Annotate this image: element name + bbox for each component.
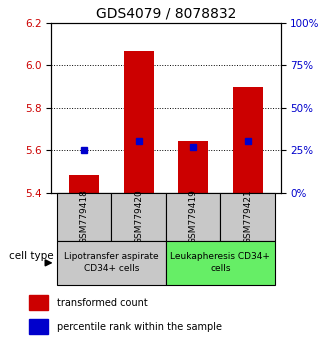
Text: GSM779421: GSM779421 — [243, 189, 252, 244]
Bar — [29, 319, 48, 333]
Bar — [69, 175, 99, 193]
Text: cell type: cell type — [9, 251, 54, 261]
Bar — [57, 241, 166, 285]
Bar — [220, 193, 275, 241]
Bar — [166, 241, 275, 285]
Text: Leukapheresis CD34+
cells: Leukapheresis CD34+ cells — [171, 252, 270, 273]
Bar — [178, 141, 208, 193]
Bar — [111, 193, 166, 241]
Text: transformed count: transformed count — [57, 298, 148, 308]
Title: GDS4079 / 8078832: GDS4079 / 8078832 — [96, 6, 236, 21]
Text: Lipotransfer aspirate
CD34+ cells: Lipotransfer aspirate CD34+ cells — [64, 252, 158, 273]
Text: GSM779420: GSM779420 — [134, 189, 143, 244]
Bar — [57, 193, 111, 241]
Bar — [166, 193, 220, 241]
Text: percentile rank within the sample: percentile rank within the sample — [57, 322, 222, 332]
Text: GSM779418: GSM779418 — [80, 189, 88, 244]
Bar — [29, 295, 48, 310]
Text: GSM779419: GSM779419 — [189, 189, 198, 244]
Bar — [123, 51, 153, 193]
Bar — [233, 87, 263, 193]
